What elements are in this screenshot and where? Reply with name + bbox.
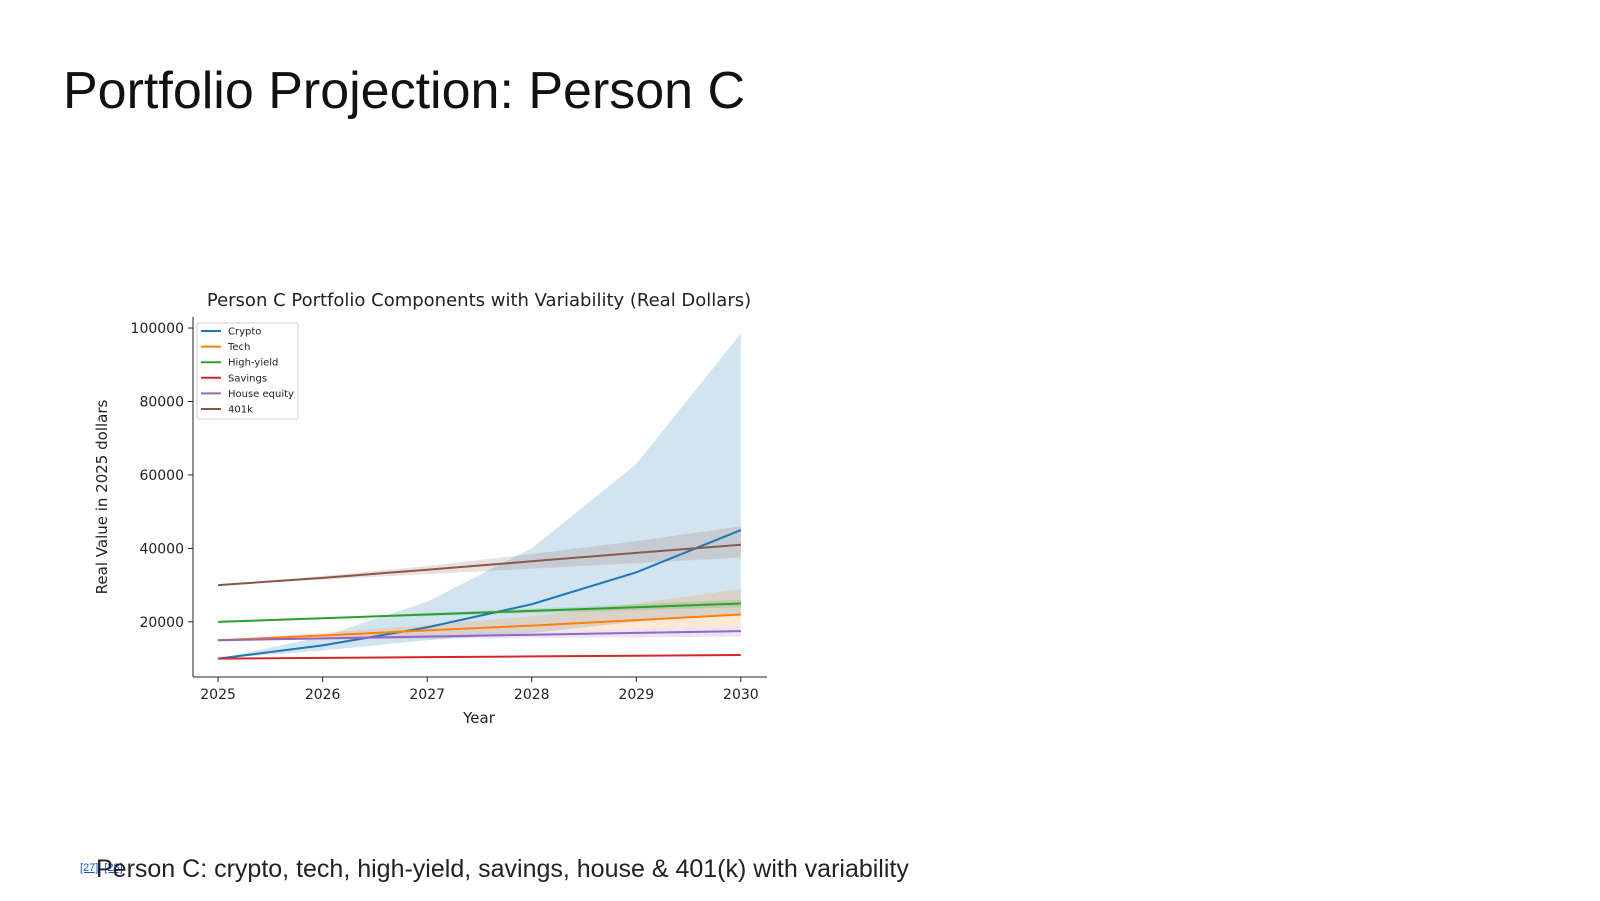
chart-title: Person C Portfolio Components with Varia… bbox=[207, 290, 751, 311]
y-tick-label: 60000 bbox=[139, 468, 184, 484]
slide-caption: Person C: crypto, tech, high-yield, savi… bbox=[96, 855, 909, 883]
y-tick-label: 80000 bbox=[139, 394, 184, 410]
x-tick-label: 2028 bbox=[514, 687, 550, 703]
band-tech bbox=[218, 588, 741, 641]
line-401k bbox=[218, 543, 741, 587]
reference-links: [27] [28] bbox=[80, 862, 129, 874]
axes bbox=[192, 317, 767, 678]
x-tick-label: 2026 bbox=[305, 687, 341, 703]
band-crypto bbox=[218, 333, 741, 659]
line-high-yield bbox=[218, 602, 741, 623]
ref-link-27[interactable]: [27] bbox=[80, 862, 99, 874]
legend-label-401k: 401k bbox=[228, 405, 253, 416]
y-tick-label: 40000 bbox=[139, 541, 184, 557]
line-tech bbox=[218, 613, 741, 642]
legend-frame bbox=[196, 322, 299, 420]
line-crypto bbox=[217, 529, 742, 660]
chart-container: Person C Portfolio Components with Varia… bbox=[90, 285, 810, 755]
x-tick-label: 2025 bbox=[200, 687, 236, 703]
legend-label-savings: Savings bbox=[228, 373, 267, 384]
slide-title: Portfolio Projection: Person C bbox=[63, 62, 746, 120]
band-401k bbox=[218, 526, 741, 586]
y-tick-label: 20000 bbox=[139, 615, 184, 631]
legend-label-crypto: Crypto bbox=[228, 327, 261, 338]
y-axis-label: Real Value in 2025 dollars bbox=[93, 399, 111, 594]
legend-label-tech: Tech bbox=[227, 342, 250, 353]
line-house-equity bbox=[218, 630, 741, 642]
y-ticks: 20000 40000 60000 80000 100000 bbox=[131, 321, 193, 631]
line-savings bbox=[218, 653, 741, 660]
legend-label-house-equity: House equity bbox=[228, 389, 294, 400]
x-tick-label: 2030 bbox=[723, 687, 759, 703]
series-lines bbox=[217, 529, 742, 660]
legend: Crypto Tech High-yield Savings House equity 4… bbox=[196, 322, 299, 420]
y-tick-label: 100000 bbox=[131, 321, 184, 337]
legend-label-high-yield: High-yield bbox=[228, 358, 278, 369]
portfolio-chart: Person C Portfolio Components with Varia… bbox=[93, 290, 767, 727]
ref-link-28[interactable]: [28] bbox=[104, 862, 123, 874]
x-ticks: 2025 2026 2027 2028 2029 2030 bbox=[200, 677, 759, 703]
x-axis-label: Year bbox=[462, 709, 496, 727]
band-high-yield bbox=[218, 599, 741, 622]
x-tick-label: 2029 bbox=[618, 687, 654, 703]
x-tick-label: 2027 bbox=[409, 687, 445, 703]
